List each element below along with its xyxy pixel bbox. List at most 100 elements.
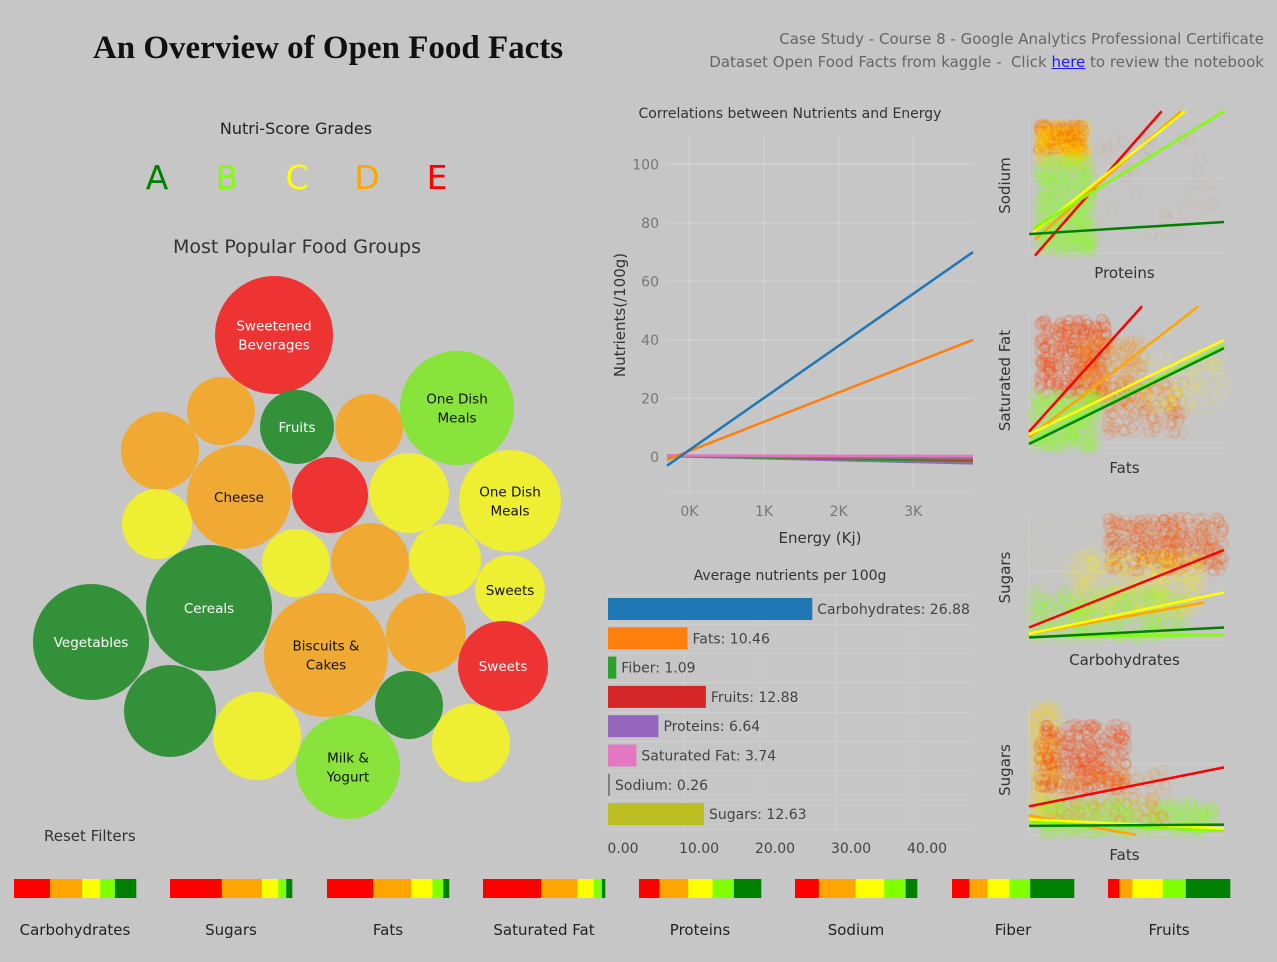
food-group-bubble[interactable]: Sweets — [458, 621, 548, 711]
distribution-bar-saturated-fat[interactable] — [483, 879, 606, 898]
segment-grade-d[interactable] — [969, 879, 988, 898]
segment-grade-e[interactable] — [639, 879, 660, 898]
bar-sodium[interactable] — [608, 773, 610, 796]
food-group-bubble[interactable]: Cereals — [146, 545, 272, 671]
segment-grade-c[interactable] — [987, 879, 1010, 898]
distribution-bar-sugars[interactable] — [170, 879, 293, 898]
bubble-circle[interactable] — [187, 377, 255, 445]
food-group-bubble[interactable] — [122, 489, 192, 559]
segment-grade-d[interactable] — [373, 879, 412, 898]
distribution-bar-fruits[interactable] — [1108, 879, 1231, 898]
segment-grade-d[interactable] — [1119, 879, 1133, 898]
grade-b-filter[interactable]: B — [215, 158, 239, 197]
segment-grade-b[interactable] — [1009, 879, 1031, 898]
grade-a-filter[interactable]: A — [145, 158, 169, 197]
segment-grade-a[interactable] — [733, 879, 762, 898]
food-group-bubble[interactable] — [187, 377, 255, 445]
bubble-circle[interactable] — [331, 523, 409, 601]
bubble-circle[interactable] — [187, 445, 291, 549]
bubble-circle[interactable] — [292, 457, 368, 533]
food-group-bubble[interactable]: Biscuits &Cakes — [264, 593, 388, 717]
food-group-bubble[interactable] — [213, 692, 301, 780]
segment-grade-e[interactable] — [483, 879, 542, 898]
food-group-bubble[interactable]: Fruits — [260, 390, 334, 464]
food-group-bubble[interactable] — [124, 665, 216, 757]
bubble-circle[interactable] — [121, 412, 199, 490]
food-group-bubble[interactable] — [432, 704, 510, 782]
bubble-circle[interactable] — [262, 529, 330, 597]
bubble-circle[interactable] — [33, 584, 149, 700]
segment-grade-a[interactable] — [443, 879, 450, 898]
food-group-bubble[interactable] — [386, 593, 466, 673]
bar-proteins[interactable] — [608, 715, 659, 738]
reset-filters-button[interactable]: Reset Filters — [44, 827, 136, 845]
bubble-circle[interactable] — [215, 276, 333, 394]
segment-grade-b[interactable] — [593, 879, 603, 898]
bar-saturated-fat[interactable] — [608, 744, 637, 767]
segment-grade-b[interactable] — [884, 879, 906, 898]
segment-grade-d[interactable] — [541, 879, 578, 898]
segment-grade-b[interactable] — [712, 879, 735, 898]
segment-grade-c[interactable] — [411, 879, 433, 898]
bubble-circle[interactable] — [409, 524, 481, 596]
food-group-bubble[interactable] — [262, 529, 330, 597]
food-group-bubble[interactable]: Sweets — [475, 555, 545, 625]
trend-line[interactable] — [666, 251, 974, 467]
food-group-bubble[interactable] — [292, 457, 368, 533]
distribution-bar-proteins[interactable] — [639, 879, 762, 898]
segment-grade-c[interactable] — [855, 879, 885, 898]
food-group-bubble[interactable]: Vegetables — [33, 584, 149, 700]
grade-e-filter[interactable]: E — [426, 158, 448, 197]
scatter-trend-line[interactable] — [1028, 220, 1225, 236]
food-group-bubble[interactable]: Cheese — [187, 445, 291, 549]
segment-grade-e[interactable] — [327, 879, 374, 898]
segment-grade-c[interactable] — [1132, 879, 1164, 898]
bubble-circle[interactable] — [459, 450, 561, 552]
segment-grade-e[interactable] — [795, 879, 820, 898]
segment-grade-e[interactable] — [1108, 879, 1120, 898]
segment-grade-e[interactable] — [952, 879, 970, 898]
segment-grade-c[interactable] — [688, 879, 713, 898]
bubble-circle[interactable] — [386, 593, 466, 673]
segment-grade-d[interactable] — [50, 879, 83, 898]
bubble-circle[interactable] — [335, 394, 403, 462]
segment-grade-a[interactable] — [1185, 879, 1231, 898]
segment-grade-d[interactable] — [659, 879, 689, 898]
food-group-bubble[interactable] — [375, 671, 443, 739]
notebook-link[interactable]: here — [1051, 53, 1086, 71]
segment-grade-c[interactable] — [261, 879, 279, 898]
segment-grade-c[interactable] — [82, 879, 101, 898]
distribution-bar-fiber[interactable] — [952, 879, 1075, 898]
bar-carbohydrates[interactable] — [608, 598, 813, 620]
segment-grade-a[interactable] — [114, 879, 137, 898]
bubble-circle[interactable] — [432, 704, 510, 782]
segment-grade-a[interactable] — [905, 879, 918, 898]
distribution-bar-carbohydrates[interactable] — [14, 879, 137, 898]
food-group-bubble[interactable] — [369, 453, 449, 533]
food-group-bubble[interactable] — [331, 523, 409, 601]
segment-grade-b[interactable] — [432, 879, 444, 898]
bubble-circle[interactable] — [475, 555, 545, 625]
segment-grade-c[interactable] — [577, 879, 594, 898]
distribution-bar-fats[interactable] — [327, 879, 450, 898]
segment-grade-a[interactable] — [286, 879, 293, 898]
bubble-circle[interactable] — [296, 715, 400, 819]
bar-fiber[interactable] — [608, 656, 617, 679]
bubble-circle[interactable] — [122, 489, 192, 559]
bubble-circle[interactable] — [375, 671, 443, 739]
trend-line[interactable] — [666, 454, 974, 458]
food-group-bubble[interactable] — [335, 394, 403, 462]
bubble-circle[interactable] — [400, 351, 514, 465]
trend-line[interactable] — [666, 338, 974, 461]
bubble-circle[interactable] — [458, 621, 548, 711]
segment-grade-a[interactable] — [601, 879, 606, 898]
distribution-bar-sodium[interactable] — [795, 879, 918, 898]
grade-c-filter[interactable]: C — [285, 158, 309, 197]
bubble-circle[interactable] — [213, 692, 301, 780]
segment-grade-a[interactable] — [1030, 879, 1075, 898]
bubble-circle[interactable] — [146, 545, 272, 671]
bar-sugars[interactable] — [608, 803, 704, 826]
